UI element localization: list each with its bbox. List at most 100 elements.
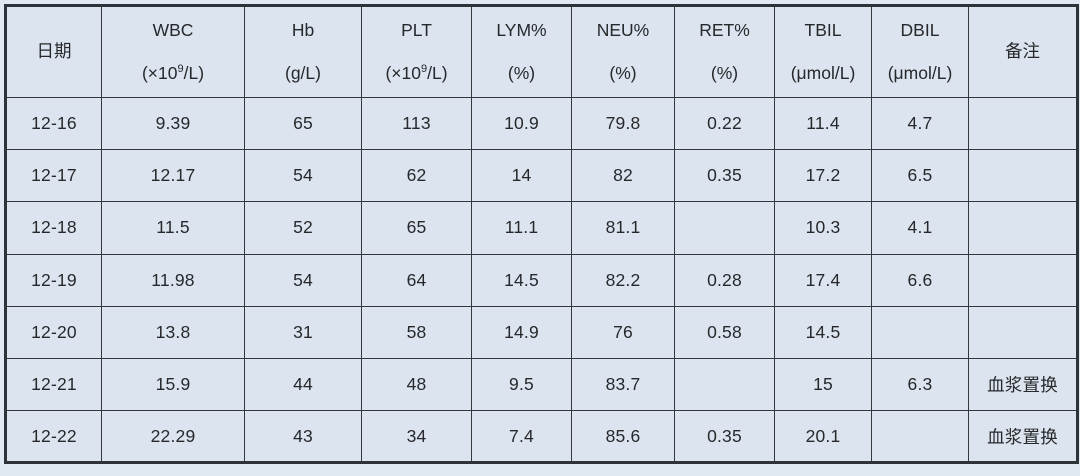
cell-hb: 44 <box>244 357 362 412</box>
column-title-hb: Hb <box>291 19 315 40</box>
table-row: 12-17 12.17 54 62 14 82 0.35 17.2 6.5 <box>5 149 1078 203</box>
cell-neu: 83.7 <box>571 357 675 412</box>
column-unit-lym: (%) <box>507 63 536 83</box>
cell-plt: 64 <box>361 253 472 307</box>
cell-wbc: 22.29 <box>101 410 245 464</box>
column-title-plt: PLT <box>401 19 432 40</box>
column-header-remark: 备注 <box>968 5 1078 98</box>
cell-lym: 14.9 <box>471 305 572 359</box>
cell-date: 12-20 <box>5 305 102 359</box>
column-unit-neu: (%) <box>609 63 637 83</box>
header-row: 日期 WBC (×109/L) Hb (g/L) PLT (×10 <box>5 5 1078 98</box>
column-header-lym: LYM% (%) <box>471 5 572 98</box>
table-row: 12-16 9.39 65 113 10.9 79.8 0.22 11.4 4.7 <box>5 96 1078 151</box>
column-header-neu: NEU% (%) <box>571 5 675 98</box>
cell-plt: 48 <box>361 357 472 412</box>
column-title-remark: 备注 <box>1005 41 1040 62</box>
column-unit-wbc: (×109/L) <box>141 63 205 83</box>
table-row: 12-18 11.5 52 65 11.1 81.1 10.3 4.1 <box>5 201 1078 255</box>
cell-wbc: 15.9 <box>101 357 245 412</box>
table-row: 12-22 22.29 43 34 7.4 85.6 0.35 20.1 血浆置换 <box>5 410 1078 464</box>
column-title-wbc: WBC <box>152 19 194 40</box>
column-title-date: 日期 <box>36 41 72 62</box>
cell-tbil: 15 <box>774 357 872 412</box>
column-header-hb: Hb (g/L) <box>244 5 362 98</box>
cell-dbil: 6.5 <box>871 149 969 203</box>
cell-lym: 14 <box>471 149 572 203</box>
cell-lym: 9.5 <box>471 357 572 412</box>
cell-hb: 43 <box>244 410 362 464</box>
cell-hb: 31 <box>244 305 362 359</box>
column-header-ret: RET% (%) <box>674 5 775 98</box>
cell-neu: 79.8 <box>571 96 675 151</box>
cell-tbil: 14.5 <box>774 305 872 359</box>
cell-remark <box>968 96 1078 151</box>
cell-wbc: 11.5 <box>101 201 245 255</box>
cell-wbc: 12.17 <box>101 149 245 203</box>
cell-neu: 85.6 <box>571 410 675 464</box>
cell-date: 12-16 <box>5 96 102 151</box>
cell-dbil: 4.7 <box>871 96 969 151</box>
cell-tbil: 17.4 <box>774 253 872 307</box>
cell-ret: 0.35 <box>674 149 775 203</box>
cell-ret: 0.22 <box>674 96 775 151</box>
cell-neu: 76 <box>571 305 675 359</box>
cell-remark <box>968 305 1078 359</box>
cell-date: 12-21 <box>5 357 102 412</box>
lab-results-table: 日期 WBC (×109/L) Hb (g/L) PLT (×10 <box>4 4 1079 465</box>
table-row: 12-21 15.9 44 48 9.5 83.7 15 6.3 血浆置换 <box>5 357 1078 412</box>
cell-tbil: 11.4 <box>774 96 872 151</box>
cell-hb: 52 <box>244 201 362 255</box>
cell-plt: 62 <box>361 149 472 203</box>
column-title-neu: NEU% <box>596 19 650 40</box>
cell-lym: 14.5 <box>471 253 572 307</box>
cell-dbil <box>871 305 969 359</box>
table-row: 12-19 11.98 54 64 14.5 82.2 0.28 17.4 6.6 <box>5 253 1078 307</box>
cell-dbil: 6.3 <box>871 357 969 412</box>
cell-plt: 58 <box>361 305 472 359</box>
cell-wbc: 9.39 <box>101 96 245 151</box>
cell-ret: 0.28 <box>674 253 775 307</box>
cell-date: 12-22 <box>5 410 102 464</box>
cell-ret: 0.58 <box>674 305 775 359</box>
column-title-dbil: DBIL <box>900 19 940 40</box>
cell-date: 12-17 <box>5 149 102 203</box>
table-row: 12-20 13.8 31 58 14.9 76 0.58 14.5 <box>5 305 1078 359</box>
cell-remark <box>968 201 1078 255</box>
cell-tbil: 10.3 <box>774 201 872 255</box>
cell-dbil: 4.1 <box>871 201 969 255</box>
cell-hb: 54 <box>244 253 362 307</box>
cell-neu: 82.2 <box>571 253 675 307</box>
column-header-date: 日期 <box>5 5 102 98</box>
cell-lym: 7.4 <box>471 410 572 464</box>
cell-ret: 0.35 <box>674 410 775 464</box>
column-title-lym: LYM% <box>496 19 547 40</box>
column-unit-tbil: (μmol/L) <box>790 63 856 83</box>
table-header: 日期 WBC (×109/L) Hb (g/L) PLT (×10 <box>5 5 1078 98</box>
column-unit-hb: (g/L) <box>285 63 321 83</box>
cell-tbil: 17.2 <box>774 149 872 203</box>
cell-ret <box>674 357 775 412</box>
column-header-dbil: DBIL (μmol/L) <box>871 5 969 98</box>
cell-plt: 34 <box>361 410 472 464</box>
column-header-plt: PLT (×109/L) <box>361 5 472 98</box>
cell-remark: 血浆置换 <box>968 410 1078 464</box>
cell-lym: 11.1 <box>471 201 572 255</box>
cell-date: 12-18 <box>5 201 102 255</box>
cell-dbil <box>871 410 969 464</box>
table-body: 12-16 9.39 65 113 10.9 79.8 0.22 11.4 4.7 12-17 12… <box>5 96 1078 464</box>
cell-wbc: 13.8 <box>101 305 245 359</box>
column-unit-plt: (×109/L) <box>385 63 448 83</box>
cell-remark: 血浆置换 <box>968 357 1078 412</box>
cell-neu: 81.1 <box>571 201 675 255</box>
column-unit-dbil: (μmol/L) <box>887 63 953 83</box>
column-title-tbil: TBIL <box>804 19 842 40</box>
cell-hb: 65 <box>244 96 362 151</box>
cell-plt: 65 <box>361 201 472 255</box>
cell-remark <box>968 253 1078 307</box>
cell-dbil: 6.6 <box>871 253 969 307</box>
column-unit-ret: (%) <box>710 63 739 83</box>
cell-wbc: 11.98 <box>101 253 245 307</box>
column-header-tbil: TBIL (μmol/L) <box>774 5 872 98</box>
cell-tbil: 20.1 <box>774 410 872 464</box>
